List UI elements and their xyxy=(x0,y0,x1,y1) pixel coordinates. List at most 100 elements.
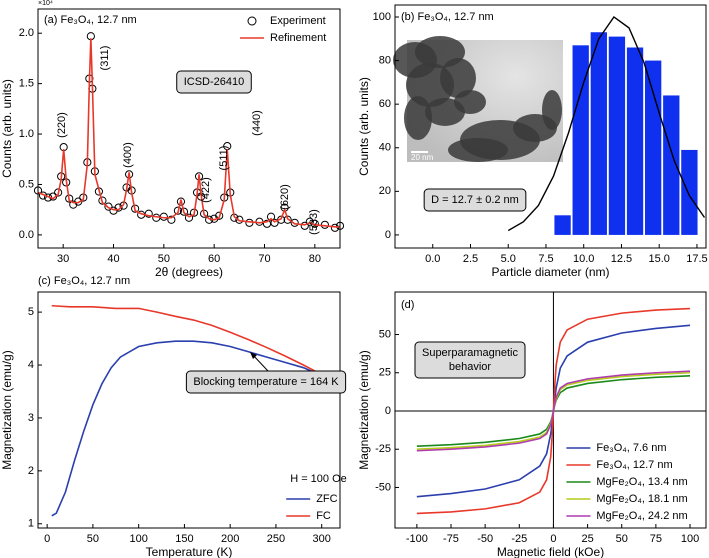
y-axis-title: Magnetization (emu/g) xyxy=(0,350,14,469)
annotation-box xyxy=(414,341,526,379)
annotation-box: Superparamagnetic behavior xyxy=(414,341,526,379)
annotation-box-label: D = 12.7 ± 0.2 nm xyxy=(431,194,519,206)
y-tick-label: 1.5 xyxy=(19,78,34,90)
annotation-arrowhead xyxy=(250,352,257,359)
bar xyxy=(554,215,571,235)
x-tick-label: 25 xyxy=(581,533,593,545)
y-tick-label: 50 xyxy=(379,328,391,340)
annotation-box: Blocking temperature = 164 K xyxy=(185,370,347,394)
annotation-box-label: ICSD-26410 xyxy=(184,76,245,88)
x-tick-label: 75 xyxy=(650,533,662,545)
peak-label: (311) xyxy=(99,46,111,71)
y-axis-title: Counts (arb. units) xyxy=(357,77,371,176)
annotation-box xyxy=(423,188,527,212)
annotation-box-label: Superparamagnetic xyxy=(422,347,519,359)
legend-label: Experiment xyxy=(270,15,326,27)
y-tick-label: 4 xyxy=(28,359,34,371)
offset-label: ×10⁴ xyxy=(38,0,53,7)
bar xyxy=(572,45,589,235)
x-tick-label: 5.0 xyxy=(501,253,516,265)
y-tick-label: 1.0 xyxy=(19,128,34,140)
particle-cluster xyxy=(454,90,486,114)
data-point xyxy=(114,203,123,212)
legend-label: Fe₃O₄, 12.7 nm xyxy=(596,459,672,471)
panel-title: (c) Fe₃O₄, 12.7 nm xyxy=(38,275,130,287)
x-tick-label: 150 xyxy=(175,533,193,545)
data-point xyxy=(266,212,276,221)
legend-label: MgFe₂O₄, 24.2 nm xyxy=(596,510,687,522)
peak-label: (440) xyxy=(251,110,263,136)
y-tick-label: -25 xyxy=(375,443,391,455)
x-axis-title: Magnetic field (kOe) xyxy=(497,545,604,558)
data-point xyxy=(167,215,176,224)
data-point xyxy=(184,213,194,222)
bar xyxy=(590,32,607,235)
particle-cluster xyxy=(440,58,476,98)
annotation-box xyxy=(176,70,252,94)
y-axis-title: Magnetization (emu/g) xyxy=(357,350,371,469)
legend: Experiment Refinement xyxy=(240,15,326,44)
particle-cluster xyxy=(542,90,562,130)
legend-label: ZFC xyxy=(316,493,337,505)
data-point xyxy=(98,196,107,205)
data-point xyxy=(54,188,63,197)
y-tick-label: 0 xyxy=(385,229,391,241)
particle-cluster xyxy=(404,96,432,140)
x-tick-label: 50 xyxy=(158,253,170,265)
data-point xyxy=(74,197,83,206)
data-point xyxy=(144,209,153,218)
x-tick-label: 50 xyxy=(87,533,99,545)
x-tick-label: 17.5 xyxy=(686,253,707,265)
peak-label: (400) xyxy=(122,142,134,168)
legend-label: Fe₃O₄, 7.6 nm xyxy=(596,442,666,454)
x-tick-label: 300 xyxy=(313,533,331,545)
x-tick-label: 7.5 xyxy=(538,253,553,265)
y-tick-label: 80 xyxy=(379,54,391,66)
axes-frame xyxy=(37,8,341,249)
peak-label: (422) xyxy=(200,177,212,203)
y-tick-label: 0.0 xyxy=(19,229,34,241)
data-point xyxy=(176,197,186,206)
data-point xyxy=(283,215,292,224)
y-tick-label: 100 xyxy=(373,11,391,23)
y-tick-label: 2.0 xyxy=(19,27,34,39)
data-point xyxy=(179,207,189,216)
y-tick-label: 1 xyxy=(28,518,34,530)
y-tick-label: 60 xyxy=(379,98,391,110)
data-point xyxy=(189,208,199,217)
annotation-box: D = 12.7 ± 0.2 nm xyxy=(423,188,527,212)
axes-frame xyxy=(37,291,341,529)
x-tick-label: 0 xyxy=(44,533,50,545)
x-tick-label: 0.0 xyxy=(425,253,440,265)
bar xyxy=(608,36,626,235)
bar xyxy=(681,149,698,235)
data-line xyxy=(51,304,323,376)
fit-curve xyxy=(507,16,706,232)
data-point xyxy=(300,221,309,230)
x-tick-label: 200 xyxy=(221,533,239,545)
axes-frame xyxy=(394,4,707,249)
panel-title: (a) Fe₃O₄, 12.7 nm xyxy=(44,14,137,26)
annotation-box-label: behavior xyxy=(449,361,492,373)
y-tick-label: 40 xyxy=(379,142,391,154)
data-point xyxy=(104,202,113,211)
legend-label: FC xyxy=(316,510,331,522)
data-point xyxy=(270,218,279,227)
x-tick-label: 50 xyxy=(616,533,628,545)
bar xyxy=(645,60,662,235)
axes-frame xyxy=(394,291,707,529)
x-axis-title: Particle diameter (nm) xyxy=(491,265,609,279)
annotation-box-label: Blocking temperature = 164 K xyxy=(193,376,339,388)
y-tick-label: 2 xyxy=(28,465,34,477)
particle-cluster xyxy=(448,138,508,162)
x-tick-label: 100 xyxy=(681,533,699,545)
data-point xyxy=(173,206,183,215)
x-axis-title: Temperature (K) xyxy=(146,545,233,558)
x-tick-label: 15.0 xyxy=(648,253,669,265)
peak-label: (511) xyxy=(218,146,230,171)
peak-label: (533) xyxy=(308,209,320,235)
data-point xyxy=(305,217,314,226)
y-tick-label: 3 xyxy=(28,412,34,424)
annotation-box xyxy=(185,370,347,394)
